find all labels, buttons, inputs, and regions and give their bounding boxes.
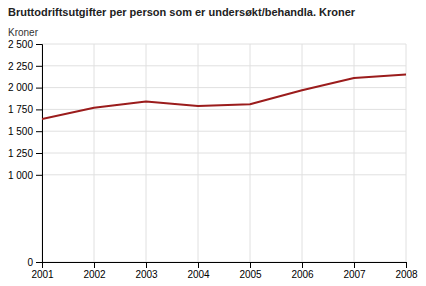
grid-line [94, 44, 95, 262]
grid [42, 44, 406, 262]
tick: 2 000 [8, 82, 42, 93]
tick: 1 750 [8, 104, 42, 115]
axis-line [43, 263, 407, 269]
grid-line [354, 44, 355, 262]
grid-line [42, 87, 406, 88]
tick-mark [36, 262, 42, 263]
tick: 0 [27, 257, 42, 268]
plot: 2001 2002 2003 2004 2005 2006 2007 2008 0 1 000 1 … [8, 39, 418, 280]
marks [42, 75, 406, 119]
grid-line [42, 65, 406, 66]
tick-label: 2001 [31, 269, 54, 280]
title: Bruttodriftsutgifter per person som er u… [8, 6, 356, 18]
tick: 2003 [135, 262, 158, 280]
grid-line [250, 44, 251, 262]
tick-mark [302, 262, 303, 268]
tick-label: 1 000 [8, 170, 33, 181]
tick-label: 2002 [83, 269, 106, 280]
axis-line [36, 45, 43, 263]
tick: 1 000 [8, 170, 42, 181]
tick-mark [36, 88, 42, 89]
tick: 1 250 [8, 148, 42, 159]
grid-line [42, 131, 406, 132]
grid-line [406, 44, 407, 262]
tick-label: 2 250 [8, 61, 33, 72]
tick-label: 2006 [291, 269, 314, 280]
tick-label: 2 000 [8, 82, 33, 93]
tick-mark [36, 131, 42, 132]
tick: 2004 [187, 262, 210, 280]
tick: 2001 [31, 262, 54, 280]
chart: Bruttodriftsutgifter per person som er u… [0, 0, 426, 286]
line [42, 75, 406, 119]
tick: 2005 [239, 262, 262, 280]
tick-mark [354, 262, 355, 268]
tick-label: 2004 [187, 269, 210, 280]
tick-label: 0 [27, 257, 33, 268]
tick-mark [198, 262, 199, 268]
grid-line [198, 44, 199, 262]
tick-label: 2008 [395, 269, 418, 280]
tick-label: 2005 [239, 269, 262, 280]
tick-label: 1 750 [8, 104, 33, 115]
tick-mark [36, 109, 42, 110]
tick-label: 2007 [343, 269, 366, 280]
tick: 2002 [83, 262, 106, 280]
grid-line [302, 44, 303, 262]
tick-mark [36, 153, 42, 154]
tick-mark [36, 44, 42, 45]
tick-mark [36, 175, 42, 176]
tick-mark [406, 262, 407, 268]
tick-mark [94, 262, 95, 268]
tick-mark [250, 262, 251, 268]
tick-label: 2003 [135, 269, 158, 280]
grid-line [42, 153, 406, 154]
tick: 2008 [395, 262, 418, 280]
tick-mark [146, 262, 147, 268]
tick: 2 250 [8, 61, 42, 72]
tick-label: 1 500 [8, 126, 33, 137]
tick: 2 500 [8, 39, 42, 50]
grid-line [42, 174, 406, 175]
grid-line [42, 109, 406, 110]
tick: 1 500 [8, 126, 42, 137]
x-axis: 2001 2002 2003 2004 2005 2006 2007 2008 [31, 262, 418, 280]
tick: 2007 [343, 262, 366, 280]
grid-line [42, 44, 406, 45]
tick-label: 1 250 [8, 148, 33, 159]
axis-label: Kroner [8, 27, 39, 38]
grid-line [146, 44, 147, 262]
y-axis: 0 1 000 1 250 1 500 1 750 2 000 2 250 2 500 [8, 39, 43, 268]
tick-mark [36, 66, 42, 67]
tick: 2006 [291, 262, 314, 280]
tick-label: 2 500 [8, 39, 33, 50]
